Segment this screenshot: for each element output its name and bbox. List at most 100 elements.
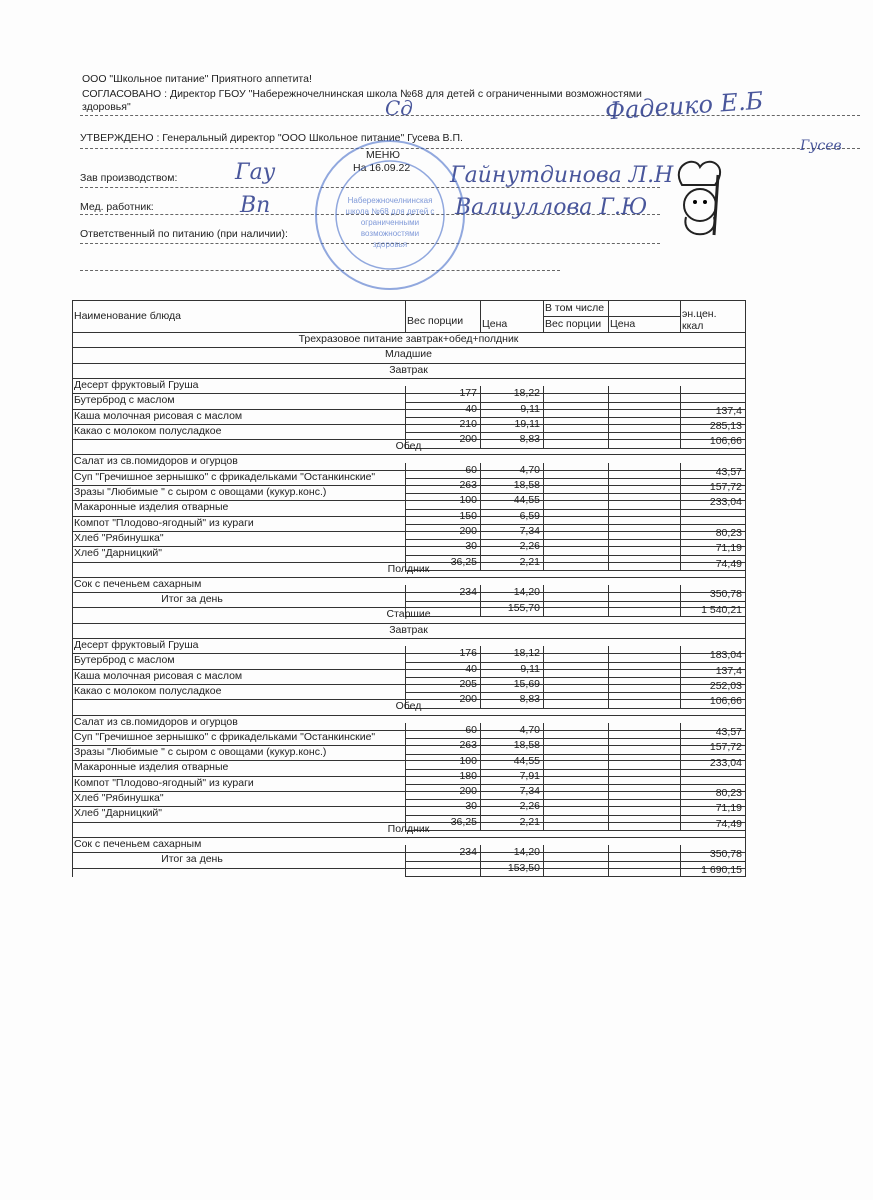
column-divider <box>608 524 609 540</box>
column-divider <box>608 753 609 769</box>
svg-text:школа №68 для детей с: школа №68 для детей с <box>346 207 435 216</box>
column-divider <box>543 300 544 332</box>
dish-name: Каша молочная рисовая с маслом <box>74 409 243 422</box>
row-divider <box>72 775 745 777</box>
divider <box>80 270 560 271</box>
column-divider <box>608 692 609 708</box>
row-divider <box>72 408 745 410</box>
dish-name: Суп "Гречишное зернышко" с фрикадельками… <box>74 470 376 483</box>
energy-kcal: 1 690,15 <box>701 863 742 876</box>
row-divider <box>405 784 745 786</box>
energy-kcal: 1 540,21 <box>701 603 742 616</box>
portion-price: 15,69 <box>513 678 540 690</box>
column-divider <box>680 784 681 800</box>
column-divider <box>480 753 481 769</box>
header-dish-name: Наименование блюда <box>74 310 181 322</box>
medic-signature: Вп <box>240 193 271 218</box>
row-divider <box>405 478 745 480</box>
row-divider <box>72 714 745 716</box>
column-divider <box>405 539 406 555</box>
column-divider <box>543 768 544 785</box>
portion-weight: 30 <box>465 800 477 813</box>
column-divider <box>608 799 609 815</box>
row-divider <box>405 738 745 740</box>
column-divider <box>405 416 406 433</box>
column-divider <box>480 478 481 494</box>
dish-name: Компот "Плодово-ягодный" из кураги <box>74 516 254 529</box>
portion-price: 14,20 <box>513 846 540 859</box>
director-initials-signature: Сд <box>385 96 413 120</box>
energy-kcal: 233,04 <box>709 756 742 769</box>
column-divider <box>680 462 681 479</box>
row-divider <box>405 401 745 403</box>
column-divider <box>405 814 406 830</box>
divider <box>80 243 660 244</box>
column-divider <box>480 768 481 785</box>
dish-name: Десерт фруктовый Груша <box>74 639 199 651</box>
column-divider <box>543 585 544 601</box>
portion-weight: 40 <box>465 662 477 675</box>
column-divider <box>405 600 406 616</box>
row-divider <box>72 653 745 655</box>
portion-weight: 150 <box>459 509 477 522</box>
column-divider <box>680 300 681 332</box>
table-border <box>72 332 745 333</box>
svg-text:возможностями: возможностями <box>361 229 419 238</box>
energy-kcal: 71,19 <box>715 542 742 555</box>
column-divider <box>608 661 609 677</box>
portion-weight: 210 <box>459 417 477 430</box>
dish-name: Сок с печеньем сахарным <box>74 577 202 590</box>
portion-price: 18,58 <box>513 739 540 752</box>
portion-weight: 40 <box>465 402 477 415</box>
column-divider <box>680 722 681 739</box>
row-divider <box>405 799 745 801</box>
table-border <box>72 300 73 877</box>
column-divider <box>405 860 406 876</box>
svg-text:Набережночелнинская: Набережночелнинская <box>348 196 433 205</box>
row-divider <box>72 607 745 609</box>
portion-weight: 200 <box>459 525 477 537</box>
column-divider <box>608 722 609 739</box>
energy-kcal: 74,49 <box>715 557 742 570</box>
row-divider <box>72 393 745 395</box>
dish-name: Хлеб "Дарницкий" <box>74 807 163 820</box>
column-divider <box>543 814 544 830</box>
row-divider <box>405 554 745 556</box>
energy-kcal: 157,72 <box>709 741 742 754</box>
column-divider <box>543 845 544 861</box>
portion-price: 8,83 <box>519 693 540 706</box>
column-divider <box>405 738 406 754</box>
column-divider <box>405 432 406 448</box>
column-divider <box>405 300 406 332</box>
row-divider <box>405 508 745 510</box>
company-line: ООО "Школьное питание" Приятного аппетит… <box>82 73 312 85</box>
column-divider <box>543 692 544 708</box>
portion-weight: 234 <box>459 846 477 859</box>
agreed-line-cont: здоровья" <box>82 101 131 113</box>
column-divider <box>608 814 609 830</box>
section-heading: Полдник <box>387 562 430 575</box>
column-divider <box>405 845 406 861</box>
dish-name: Десерт фруктовый Груша <box>74 378 199 391</box>
column-divider <box>543 677 544 693</box>
section-heading: Полдник <box>387 822 430 835</box>
row-divider <box>405 661 745 663</box>
row-divider <box>72 806 745 808</box>
column-divider <box>405 478 406 494</box>
column-divider <box>608 401 609 417</box>
row-divider <box>405 447 745 449</box>
column-divider <box>608 600 609 616</box>
column-divider <box>608 432 609 448</box>
agreed-line: СОГЛАСОВАНО : Директор ГБОУ "Набережноче… <box>82 88 642 100</box>
column-divider <box>680 554 681 570</box>
table-border <box>543 316 680 317</box>
menu-title: МЕНЮ <box>366 149 400 161</box>
column-divider <box>608 462 609 479</box>
column-divider <box>608 860 609 876</box>
dish-name: Каша молочная рисовая с маслом <box>74 669 243 682</box>
row-divider <box>405 600 745 602</box>
column-divider <box>680 600 681 616</box>
column-divider <box>680 478 681 494</box>
column-divider <box>543 784 544 800</box>
